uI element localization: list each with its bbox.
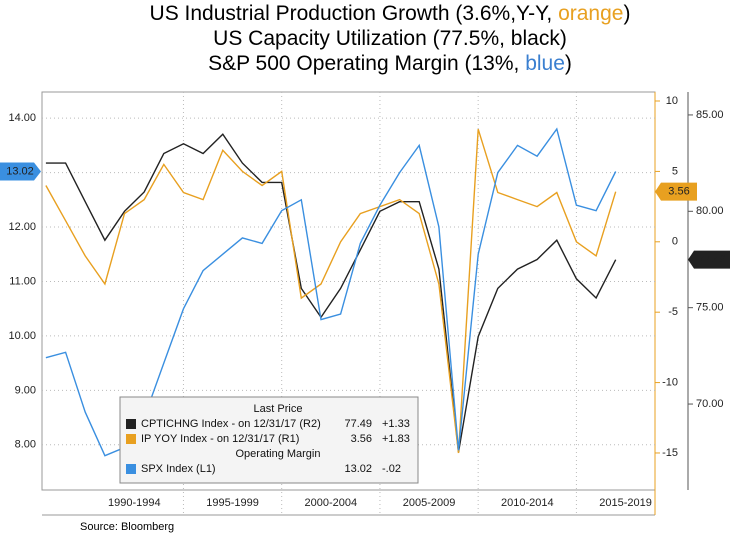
- y-tick-label: 14.00: [8, 112, 36, 124]
- value-flag-label: 77.49: [698, 254, 726, 266]
- legend-change: -.02: [382, 463, 401, 475]
- x-tick-label: 2010-2014: [501, 497, 554, 509]
- title-highlight: orange: [558, 2, 623, 25]
- y-tick-label: 8.00: [15, 439, 36, 451]
- legend-last: 3.56: [351, 433, 372, 445]
- value-flag-label: 3.56: [668, 186, 689, 198]
- legend-label: CPTICHNG Index - on 12/31/17 (R2): [141, 418, 321, 430]
- legend-swatch: [126, 464, 136, 474]
- legend-change: +1.83: [382, 433, 410, 445]
- x-tick-label: 2000-2004: [305, 497, 358, 509]
- x-tick-label: 1995-1999: [206, 497, 259, 509]
- title-text: US Capacity Utilization (77.5%, black): [213, 27, 567, 50]
- y3-tick-label: 85.00: [696, 109, 724, 121]
- y2-tick-label: 5: [672, 165, 678, 177]
- y-tick-label: 11.00: [9, 275, 36, 287]
- value-flag: [688, 250, 730, 269]
- x-tick-label: 1990-1994: [108, 497, 161, 509]
- y3-tick-label: 80.00: [696, 205, 724, 217]
- y2-tick-label: -10: [662, 376, 678, 388]
- title-text: US Industrial Production Growth (3.6%,Y-…: [150, 2, 559, 25]
- legend-subtitle: Operating Margin: [236, 448, 321, 460]
- series-line: [45, 128, 617, 454]
- y3-tick-label: 70.00: [696, 398, 724, 410]
- title-highlight: blue: [525, 52, 565, 75]
- value-flag: [655, 182, 697, 201]
- source: Source: Bloomberg: [80, 521, 174, 533]
- x-tick-label: 2015-2019: [599, 497, 652, 509]
- y2-tick-label: -15: [662, 447, 678, 459]
- legend-change: +1.33: [382, 418, 410, 430]
- chart-title: US Industrial Production Growth (3.6%,Y-…: [150, 2, 631, 25]
- y2-tick-label: 0: [672, 236, 678, 248]
- chart-title: S&P 500 Operating Margin (13%, blue): [208, 52, 572, 75]
- value-flag-label: 13.02: [6, 165, 34, 177]
- title-text: ): [623, 2, 630, 25]
- legend-title: Last Price: [254, 403, 303, 415]
- x-tick-label: 2005-2009: [403, 497, 456, 509]
- title-text: ): [565, 52, 572, 75]
- y-tick-label: 10.00: [8, 330, 36, 342]
- legend-last: 77.49: [344, 418, 372, 430]
- legend-swatch: [126, 419, 136, 429]
- series-line: [45, 133, 617, 453]
- y-tick-label: 12.00: [8, 221, 36, 233]
- y2-tick-label: -5: [668, 306, 678, 318]
- y2-tick-label: 10: [666, 95, 678, 107]
- legend-box: [119, 396, 419, 484]
- chart-title: US Capacity Utilization (77.5%, black): [213, 27, 567, 50]
- y-tick-label: 9.00: [15, 384, 36, 396]
- y3-tick-label: 75.00: [696, 302, 724, 314]
- legend-last: 13.02: [344, 463, 372, 475]
- value-flag: [0, 162, 41, 181]
- legend-label: SPX Index (L1): [141, 463, 216, 475]
- legend-swatch: [126, 434, 136, 444]
- title-text: S&P 500 Operating Margin (13%,: [208, 52, 525, 75]
- legend-label: IP YOY Index - on 12/31/17 (R1): [141, 433, 299, 445]
